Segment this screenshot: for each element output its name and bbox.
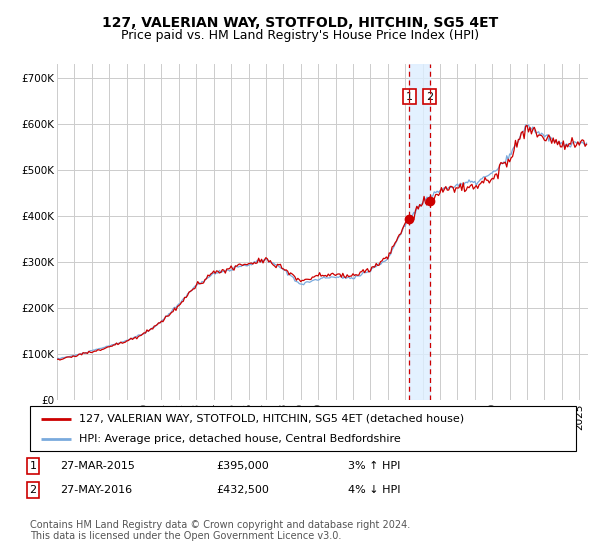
Bar <box>409 64 430 400</box>
Text: 27-MAY-2016: 27-MAY-2016 <box>60 485 132 495</box>
Text: 3% ↑ HPI: 3% ↑ HPI <box>348 461 400 471</box>
Text: 27-MAR-2015: 27-MAR-2015 <box>60 461 135 471</box>
Text: 4% ↓ HPI: 4% ↓ HPI <box>348 485 401 495</box>
Text: 2: 2 <box>29 485 37 495</box>
Text: 1: 1 <box>406 92 413 101</box>
Text: HPI: Average price, detached house, Central Bedfordshire: HPI: Average price, detached house, Cent… <box>79 433 401 444</box>
Text: 1: 1 <box>29 461 37 471</box>
Text: 127, VALERIAN WAY, STOTFOLD, HITCHIN, SG5 4ET: 127, VALERIAN WAY, STOTFOLD, HITCHIN, SG… <box>102 16 498 30</box>
FancyBboxPatch shape <box>30 406 576 451</box>
Text: £432,500: £432,500 <box>216 485 269 495</box>
Text: Price paid vs. HM Land Registry's House Price Index (HPI): Price paid vs. HM Land Registry's House … <box>121 29 479 42</box>
Text: £395,000: £395,000 <box>216 461 269 471</box>
Text: 127, VALERIAN WAY, STOTFOLD, HITCHIN, SG5 4ET (detached house): 127, VALERIAN WAY, STOTFOLD, HITCHIN, SG… <box>79 413 464 423</box>
Text: 2: 2 <box>426 92 433 101</box>
Text: Contains HM Land Registry data © Crown copyright and database right 2024.
This d: Contains HM Land Registry data © Crown c… <box>30 520 410 542</box>
